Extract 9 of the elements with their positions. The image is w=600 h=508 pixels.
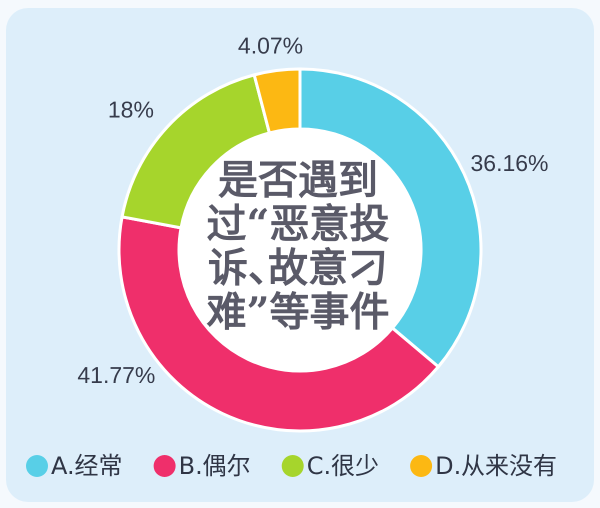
legend-label: C.很少 — [306, 452, 380, 480]
data-label: 36.16% — [470, 150, 549, 176]
data-label: 4.07% — [238, 32, 304, 59]
data-label: 18% — [108, 96, 154, 123]
legend-label: D.从来没有 — [435, 452, 558, 480]
legend-label: A.经常 — [51, 452, 123, 480]
data-label: 41.77% — [77, 362, 156, 388]
text: 是否遇到过“恶意投诉、故意刁难”等事件 — [206, 156, 390, 336]
legend-label: B.偶尔 — [178, 452, 251, 480]
